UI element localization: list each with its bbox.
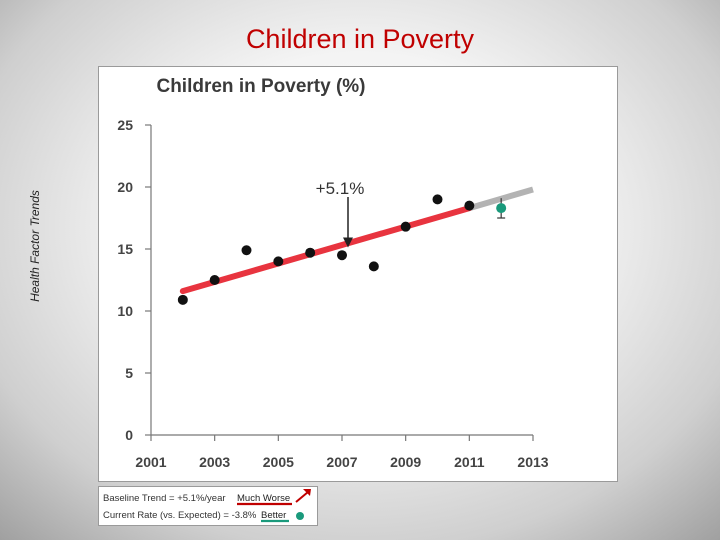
y-tick-label: 20 xyxy=(117,179,133,195)
x-tick-label: 2007 xyxy=(326,454,357,470)
x-tick-label: 2003 xyxy=(199,454,230,470)
chart-title: Children in Poverty (%) xyxy=(156,76,365,97)
y-tick-label: 0 xyxy=(125,427,133,443)
y-tick-label: 5 xyxy=(125,365,133,381)
legend-svg: Baseline Trend = +5.1%/year Much Worse Cur… xyxy=(103,489,311,523)
legend: Baseline Trend = +5.1%/year Much Worse Cur… xyxy=(98,486,318,526)
chart-svg: Children in Poverty (%) 0 5 10 15 20 25 2001 20… xyxy=(117,76,548,470)
y-tick-label: 25 xyxy=(117,117,133,133)
baseline-trend-line xyxy=(179,205,473,295)
chart-panel: Children in Poverty (%) 0 5 10 15 20 25 2001 20… xyxy=(98,66,618,482)
current-rate-point xyxy=(496,203,507,214)
legend-arrow-head xyxy=(303,489,311,496)
annotation-label: +5.1% xyxy=(316,179,365,198)
x-tick-label: 2001 xyxy=(135,454,166,470)
data-point xyxy=(337,250,347,261)
annotation: +5.1% xyxy=(316,179,365,248)
y-tick-label: 10 xyxy=(117,303,133,319)
data-point xyxy=(432,194,443,205)
data-point xyxy=(241,245,252,256)
slide-title: Children in Poverty xyxy=(245,24,475,54)
side-label: Health Factor Trends xyxy=(28,190,42,302)
y-tick-label: 15 xyxy=(117,241,133,257)
x-tick-label: 2013 xyxy=(517,454,548,470)
legend-arrow-shaft xyxy=(295,491,309,503)
data-point xyxy=(273,256,284,267)
data-point xyxy=(400,221,411,232)
legend-row-status: Better xyxy=(261,510,286,521)
data-point xyxy=(464,200,475,211)
legend-row-status: Much Worse xyxy=(237,493,290,504)
legend-row-text: Current Rate (vs. Expected) = -3.8% xyxy=(103,510,257,521)
axes: 0 5 10 15 20 25 2001 2003 2005 2007 2009 2011 2013 xyxy=(117,117,548,470)
data-point xyxy=(305,247,316,258)
data-point xyxy=(177,294,188,305)
x-tick-label: 2009 xyxy=(390,454,421,470)
data-points xyxy=(177,194,507,305)
legend-dot-marker xyxy=(296,512,304,520)
data-point xyxy=(209,275,220,285)
trend-lines xyxy=(179,186,534,295)
annotation-arrow-head xyxy=(343,237,353,248)
x-tick-label: 2005 xyxy=(263,454,294,470)
legend-row-text: Baseline Trend = +5.1%/year xyxy=(103,493,226,504)
x-tick-label: 2011 xyxy=(454,454,485,470)
data-point xyxy=(368,261,379,272)
